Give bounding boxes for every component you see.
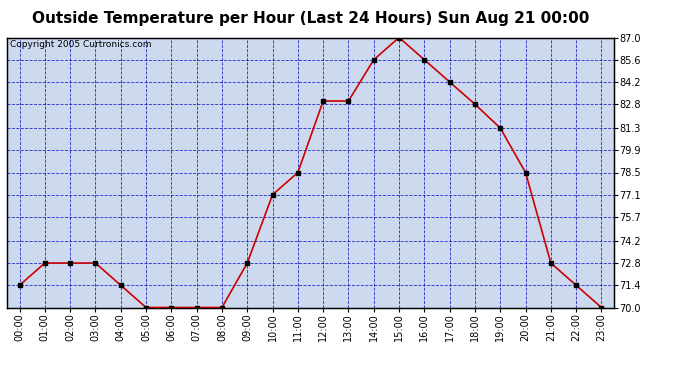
Text: Outside Temperature per Hour (Last 24 Hours) Sun Aug 21 00:00: Outside Temperature per Hour (Last 24 Ho… bbox=[32, 11, 589, 26]
Text: Copyright 2005 Curtronics.com: Copyright 2005 Curtronics.com bbox=[10, 40, 151, 49]
